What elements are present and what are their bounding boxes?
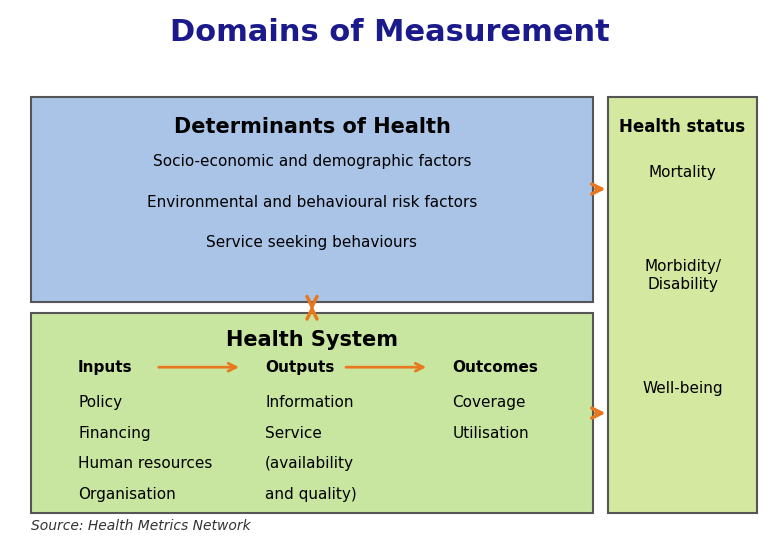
Text: Health status: Health status (619, 118, 746, 136)
Text: Policy: Policy (78, 395, 122, 410)
Text: Human resources: Human resources (78, 456, 212, 471)
FancyBboxPatch shape (31, 313, 593, 513)
Text: Inputs: Inputs (78, 360, 133, 375)
Text: Organisation: Organisation (78, 487, 176, 502)
Text: and quality): and quality) (265, 487, 357, 502)
Text: Domains of Measurement: Domains of Measurement (170, 18, 610, 47)
Text: Environmental and behavioural risk factors: Environmental and behavioural risk facto… (147, 195, 477, 210)
Text: (availability: (availability (265, 456, 354, 471)
Text: Morbidity/
Disability: Morbidity/ Disability (644, 259, 721, 292)
Text: Coverage: Coverage (452, 395, 526, 410)
Text: Service: Service (265, 426, 322, 441)
Text: Mortality: Mortality (649, 165, 716, 180)
Text: Utilisation: Utilisation (452, 426, 529, 441)
Text: Financing: Financing (78, 426, 151, 441)
Text: Outcomes: Outcomes (452, 360, 538, 375)
Text: Outputs: Outputs (265, 360, 335, 375)
FancyBboxPatch shape (31, 97, 593, 302)
Text: Determinants of Health: Determinants of Health (174, 117, 450, 137)
Text: Source: Health Metrics Network: Source: Health Metrics Network (31, 519, 251, 534)
Text: Health System: Health System (226, 330, 398, 350)
Text: Socio-economic and demographic factors: Socio-economic and demographic factors (153, 154, 471, 170)
Text: Service seeking behaviours: Service seeking behaviours (207, 235, 417, 251)
FancyBboxPatch shape (608, 97, 757, 513)
Text: Well-being: Well-being (642, 381, 723, 396)
Text: Information: Information (265, 395, 353, 410)
